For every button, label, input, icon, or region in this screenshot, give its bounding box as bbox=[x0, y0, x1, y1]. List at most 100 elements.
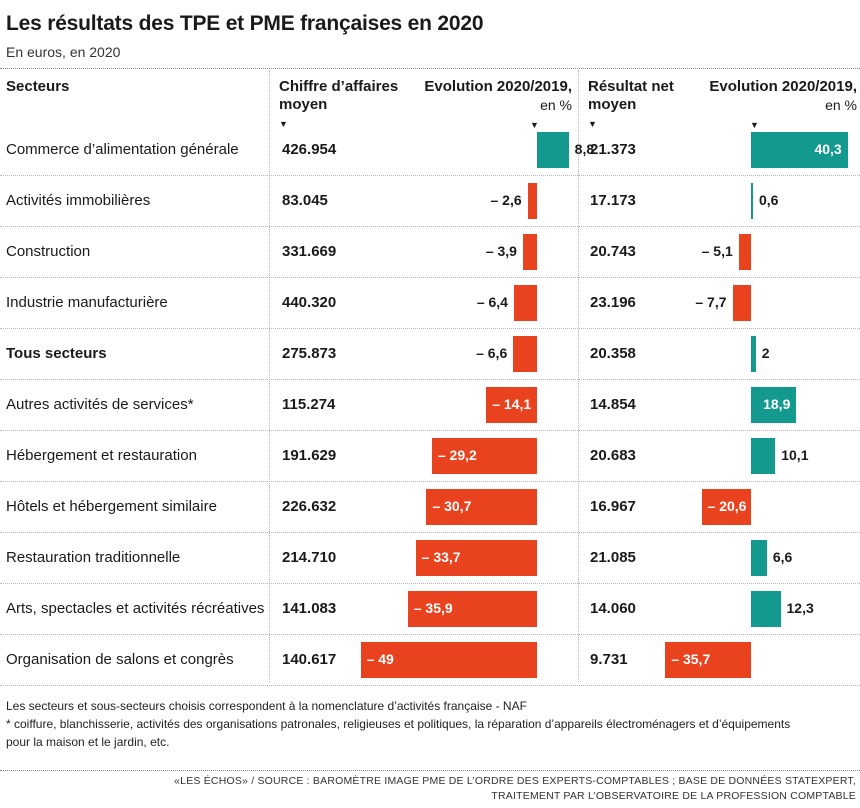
rn-evo-label: – 35,7 bbox=[671, 650, 711, 667]
rn-evo-label: 0,6 bbox=[759, 191, 779, 208]
ca-value: 140.617 bbox=[282, 650, 337, 668]
header-ca-line2: moyen bbox=[279, 96, 328, 113]
chart-subtitle: En euros, en 2020 bbox=[6, 44, 121, 60]
rn-evo-label: 10,1 bbox=[781, 446, 809, 463]
ca-evo-bar bbox=[360, 641, 537, 678]
sector-name: Industrie manufacturière bbox=[6, 293, 168, 311]
rn-value: 20.743 bbox=[590, 242, 636, 260]
row-divider bbox=[0, 532, 860, 533]
ca-evo-bar bbox=[407, 590, 537, 627]
rn-value: 14.060 bbox=[590, 599, 636, 617]
rn-evo-bar bbox=[751, 590, 781, 627]
ca-evo-label: – 33,7 bbox=[421, 548, 461, 565]
sector-name: Autres activités de services* bbox=[6, 395, 194, 413]
rn-evo-bar bbox=[665, 641, 751, 678]
sort-down-icon: ▼ bbox=[750, 120, 759, 130]
rn-value: 20.683 bbox=[590, 446, 636, 464]
header-ca-evo: Evolution 2020/2019, en % ▼ bbox=[400, 78, 572, 134]
source-line1: «LES ÉCHOS» / SOURCE : BAROMÈTRE IMAGE P… bbox=[174, 775, 856, 787]
ca-evo-label: – 3,9 bbox=[485, 242, 517, 259]
header-ca-line1: Chiffre d’affaires bbox=[279, 78, 399, 95]
sort-down-icon: ▼ bbox=[279, 119, 288, 129]
rn-evo-bar bbox=[738, 233, 751, 270]
ca-evo-label: – 14,1 bbox=[492, 395, 532, 412]
row-divider bbox=[0, 583, 860, 584]
sector-name: Arts, spectacles et activités récréative… bbox=[6, 599, 265, 617]
sector-name: Restauration traditionnelle bbox=[6, 548, 181, 566]
rn-evo-bar bbox=[751, 131, 848, 168]
footnote-naf: Les secteurs et sous-secteurs choisis co… bbox=[6, 699, 527, 713]
rn-evo-bar bbox=[751, 539, 767, 576]
sector-name: Commerce d’alimentation générale bbox=[6, 140, 239, 158]
rn-evo-label: 2 bbox=[761, 344, 770, 361]
ca-evo-label: – 35,9 bbox=[413, 599, 453, 616]
rn-evo-label: – 5,1 bbox=[701, 242, 733, 259]
ca-evo-label: – 49 bbox=[366, 650, 394, 667]
row-divider bbox=[0, 430, 860, 431]
rn-evo-label: 12,3 bbox=[786, 599, 814, 616]
sector-name: Tous secteurs bbox=[6, 344, 107, 362]
ca-evo-label: – 29,2 bbox=[437, 446, 477, 463]
ca-value: 440.320 bbox=[282, 293, 337, 311]
ca-evo-bar bbox=[486, 386, 537, 423]
ca-evo-label: – 6,6 bbox=[476, 344, 508, 361]
rn-value: 20.358 bbox=[590, 344, 636, 362]
header-ca-evo-line1: Evolution 2020/2019, bbox=[424, 78, 572, 95]
rn-value: 9.731 bbox=[590, 650, 628, 668]
ca-evo-bar bbox=[522, 233, 537, 270]
ca-value: 191.629 bbox=[282, 446, 337, 464]
ca-value: 83.045 bbox=[282, 191, 328, 209]
ca-value: 331.669 bbox=[282, 242, 337, 260]
ca-value: 115.274 bbox=[282, 395, 336, 413]
rn-evo-bar bbox=[751, 335, 756, 372]
rn-evo-label: 6,6 bbox=[772, 548, 793, 565]
row-divider bbox=[0, 277, 860, 278]
ca-value: 426.954 bbox=[282, 140, 337, 158]
rn-value: 17.173 bbox=[590, 191, 636, 209]
chart-title: Les résultats des TPE et PME françaises … bbox=[6, 12, 484, 35]
ca-value: 214.710 bbox=[282, 548, 337, 566]
column-separator bbox=[578, 70, 579, 682]
rn-evo-label: 40,3 bbox=[814, 140, 842, 157]
rn-evo-bar bbox=[751, 437, 776, 474]
row-divider bbox=[0, 226, 860, 227]
rn-evo-bar bbox=[701, 488, 751, 525]
rn-evo-label: – 7,7 bbox=[695, 293, 727, 310]
header-rn-line2: moyen bbox=[588, 96, 637, 113]
ca-evo-label: – 30,7 bbox=[432, 497, 472, 514]
sort-down-icon: ▼ bbox=[530, 120, 539, 130]
rn-evo-label: 18,9 bbox=[763, 395, 791, 412]
footnote-asterisk-cont: pour la maison et le jardin, etc. bbox=[6, 735, 170, 749]
rn-value: 16.967 bbox=[590, 497, 636, 515]
source-credit: «LES ÉCHOS» / SOURCE : BAROMÈTRE IMAGE P… bbox=[174, 774, 856, 804]
column-separator bbox=[269, 70, 270, 682]
ca-evo-bar bbox=[513, 284, 537, 321]
row-divider bbox=[0, 634, 860, 635]
sort-down-icon: ▼ bbox=[588, 119, 597, 129]
rn-value: 21.373 bbox=[590, 140, 636, 158]
rn-value: 23.196 bbox=[590, 293, 636, 311]
ca-value: 141.083 bbox=[282, 599, 337, 617]
ca-evo-bar bbox=[513, 335, 537, 372]
sector-name: Hôtels et hébergement similaire bbox=[6, 497, 217, 515]
header-ca-evo-unit: en % bbox=[540, 97, 572, 113]
ca-value: 275.873 bbox=[282, 344, 337, 362]
rn-evo-bar bbox=[751, 386, 797, 423]
row-divider bbox=[0, 685, 860, 686]
header-rn: Résultat net moyen ▼ bbox=[588, 78, 674, 133]
ca-evo-label: – 2,6 bbox=[490, 191, 522, 208]
row-divider bbox=[0, 481, 860, 482]
ca-evo-bar bbox=[527, 182, 537, 219]
header-rn-evo: Evolution 2020/2019, en % ▼ bbox=[690, 78, 857, 134]
header-sector: Secteurs bbox=[6, 78, 70, 95]
sector-name: Activités immobilières bbox=[6, 191, 151, 209]
rn-evo-bar bbox=[732, 284, 751, 321]
source-line2: TRAITEMENT PAR L’OBSERVATOIRE DE LA PROF… bbox=[491, 790, 856, 802]
bottom-divider bbox=[0, 770, 860, 771]
ca-evo-bar bbox=[415, 539, 537, 576]
ca-evo-bar bbox=[537, 131, 569, 168]
ca-evo-bar bbox=[426, 488, 537, 525]
sector-name: Construction bbox=[6, 242, 91, 260]
header-rn-evo-unit: en % bbox=[825, 97, 857, 113]
header-ca: Chiffre d’affaires moyen ▼ bbox=[279, 78, 398, 133]
